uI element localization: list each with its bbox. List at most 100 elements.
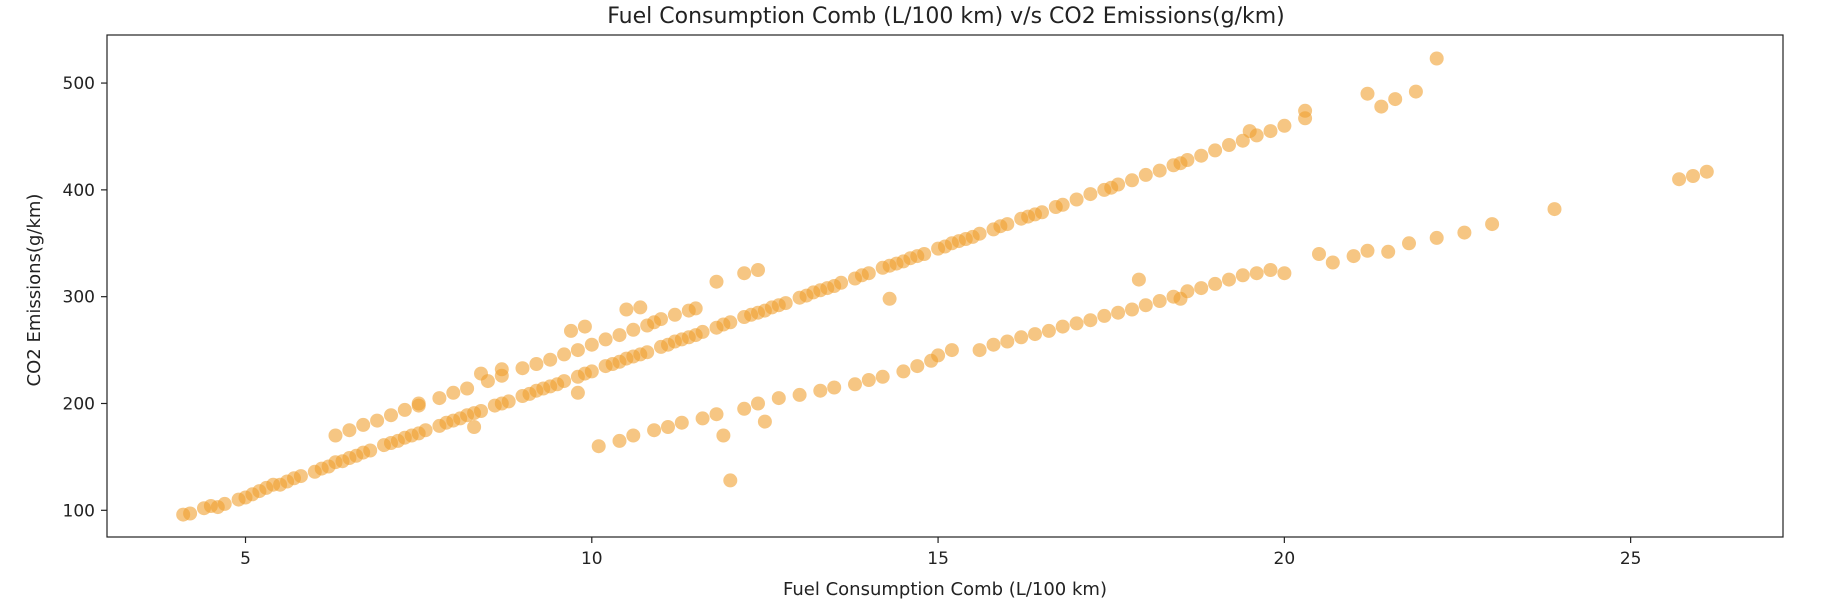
- data-point: [363, 443, 378, 458]
- y-tick-label: 400: [63, 181, 95, 201]
- data-point: [1069, 316, 1084, 331]
- x-tick-label: 20: [1274, 549, 1296, 569]
- y-tick-label: 500: [63, 74, 95, 94]
- data-point: [494, 362, 509, 377]
- data-point: [453, 411, 468, 426]
- data-point: [1014, 330, 1029, 345]
- data-point: [1686, 169, 1700, 183]
- data-point: [1672, 172, 1687, 187]
- data-point: [861, 373, 876, 387]
- data-point: [910, 359, 925, 374]
- data-point: [1388, 92, 1403, 107]
- data-point: [1173, 291, 1188, 306]
- data-point: [1402, 236, 1416, 251]
- data-point: [737, 401, 752, 416]
- data-point: [384, 408, 398, 423]
- x-tick-label: 5: [240, 549, 251, 569]
- data-point: [896, 254, 911, 269]
- data-point: [647, 423, 662, 438]
- data-point: [674, 332, 689, 347]
- data-point: [861, 266, 876, 281]
- data-point: [577, 319, 592, 334]
- data-point: [1381, 244, 1396, 259]
- data-point: [827, 380, 842, 395]
- data-point: [598, 332, 613, 347]
- y-axis-label: CO2 Emissions(g/km): [24, 194, 45, 387]
- data-point: [944, 343, 959, 358]
- data-point: [591, 439, 606, 454]
- data-point: [543, 352, 558, 367]
- x-tick-label: 15: [927, 549, 949, 569]
- data-point: [467, 420, 482, 434]
- data-point: [1125, 302, 1139, 317]
- data-point: [917, 247, 932, 261]
- data-point: [1298, 103, 1313, 118]
- data-point: [674, 415, 689, 430]
- data-point: [757, 303, 772, 318]
- data-point: [654, 312, 668, 327]
- data-point: [1028, 327, 1042, 342]
- data-point: [564, 323, 578, 338]
- data-point: [612, 433, 627, 448]
- data-point: [1083, 313, 1098, 328]
- data-point: [1277, 118, 1292, 133]
- data-point: [557, 347, 572, 362]
- data-point: [661, 420, 675, 434]
- data-point: [1249, 266, 1264, 281]
- data-point: [813, 383, 828, 398]
- data-point: [356, 417, 371, 432]
- data-point: [1152, 163, 1167, 178]
- data-point: [1325, 255, 1340, 270]
- data-point: [529, 357, 544, 371]
- data-point: [1360, 243, 1375, 258]
- data-point: [1152, 294, 1167, 308]
- data-point: [896, 364, 911, 379]
- data-point: [667, 307, 682, 322]
- data-point: [1194, 281, 1209, 296]
- data-point: [1194, 148, 1209, 163]
- data-point: [972, 226, 987, 241]
- data-point: [709, 407, 724, 422]
- data-point: [626, 428, 641, 443]
- data-point: [1547, 202, 1562, 217]
- data-point: [1242, 124, 1257, 139]
- data-point: [570, 385, 585, 400]
- data-point: [570, 343, 585, 358]
- data-point: [792, 387, 807, 402]
- data-point: [723, 473, 738, 488]
- data-point: [1222, 138, 1236, 152]
- data-point: [1055, 197, 1070, 212]
- data-point: [771, 391, 786, 406]
- data-point: [951, 234, 966, 249]
- data-point: [1429, 51, 1444, 66]
- data-point: [183, 506, 198, 521]
- data-point: [619, 351, 634, 366]
- data-point: [723, 315, 738, 330]
- data-point: [1131, 272, 1146, 287]
- data-point: [695, 324, 710, 339]
- points-layer: [176, 51, 1714, 522]
- data-point: [757, 414, 772, 429]
- data-point: [1083, 187, 1098, 202]
- data-point: [1263, 124, 1278, 139]
- data-point: [633, 300, 648, 315]
- data-point: [737, 266, 752, 281]
- data-point: [688, 301, 703, 316]
- data-point: [751, 263, 765, 277]
- data-point: [931, 348, 946, 363]
- data-point: [418, 423, 433, 438]
- data-point: [1104, 180, 1119, 195]
- y-tick-label: 200: [63, 394, 95, 414]
- data-point: [501, 394, 516, 409]
- x-tick-label: 25: [1620, 549, 1642, 569]
- data-point: [397, 430, 412, 445]
- y-axis-ticks: 100 200 300 400 500: [63, 74, 107, 521]
- data-point: [328, 455, 343, 470]
- x-tick-label: 10: [581, 549, 603, 569]
- data-point: [1125, 173, 1139, 188]
- data-point: [266, 477, 281, 492]
- data-point: [709, 274, 724, 289]
- data-point: [1097, 308, 1112, 323]
- data-point: [778, 296, 793, 311]
